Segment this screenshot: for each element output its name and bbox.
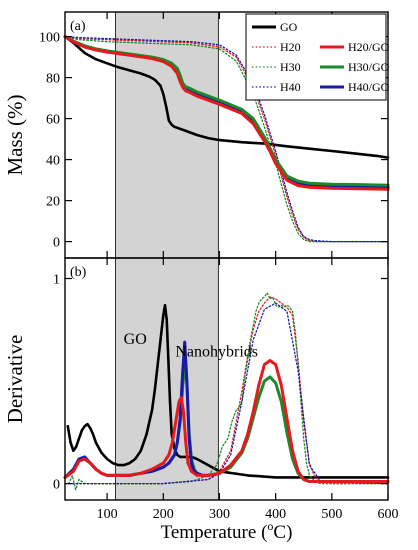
x-axis-label-suffix: C) [273, 522, 292, 543]
x-tick-label: 400 [265, 507, 286, 522]
series-h20-go-line [63, 35, 390, 191]
y-axis-label-derivative: Derivative [3, 335, 27, 424]
series-h20-go-line [63, 359, 390, 483]
legend-label: H20 [280, 40, 301, 54]
x-tick-label: 100 [97, 507, 118, 522]
series-go-line [66, 303, 390, 479]
series-h20-line [64, 35, 389, 243]
panel-label-a: (a) [70, 19, 86, 34]
panel-a-mass-plot: 0 20 40 60 80 100 (a) Mass (%) GO H20 H20/GO H30… [3, 11, 390, 259]
x-tick-label: 600 [378, 507, 399, 522]
x-axis-label-prefix: Temperature ( [161, 522, 268, 543]
y-tick-label: 100 [39, 31, 60, 46]
y-axis-ticks-derivative: 01 [53, 273, 388, 493]
y-tick-label: 40 [46, 154, 60, 169]
panel-b-derivative-plot: 01 100 200 300 400 500 600 (b) Derivative GO … [3, 257, 399, 522]
series-h40-line [64, 35, 389, 243]
legend-label: H30 [280, 60, 301, 74]
legend: GO H20 H20/GO H30 H30/GO H40 H40/GO [245, 13, 390, 101]
series-h30-line [64, 292, 389, 491]
y-tick-label: 0 [53, 478, 60, 493]
y-tick-label: 80 [46, 72, 60, 87]
x-tick-label: 200 [153, 507, 174, 522]
y-tick-label: 0 [53, 236, 60, 251]
series-h20-line [64, 296, 389, 485]
x-tick-label: 300 [209, 507, 230, 522]
series-group-derivative [63, 292, 390, 491]
x-tick-label: 500 [321, 507, 342, 522]
x-axis-label-degree: o [267, 519, 273, 533]
annotation-go: GO [124, 331, 147, 348]
x-axis-label: Temperature (oC) [161, 519, 293, 543]
series-h40-line [64, 302, 389, 485]
legend-label: H40 [280, 80, 301, 94]
y-tick-label: 20 [46, 195, 60, 210]
y-tick-label: 1 [53, 273, 60, 288]
panel-label-b: (b) [70, 265, 87, 280]
series-group-mass [63, 35, 390, 243]
legend-label: H30/GO [348, 60, 390, 74]
legend-label: H20/GO [348, 40, 390, 54]
y-tick-label: 60 [46, 113, 60, 128]
y-axis-ticks-mass: 0 20 40 60 80 100 [39, 31, 388, 251]
series-go-line [63, 35, 390, 159]
x-axis-ticks-bottom: 100 200 300 400 500 600 [97, 258, 399, 522]
shaded-region-top [115, 11, 219, 259]
x-axis-ticks-top [106, 12, 389, 258]
y-axis-label-mass: Mass (%) [3, 94, 27, 175]
legend-label: H40/GO [348, 80, 390, 94]
plot-frame-bottom [64, 257, 389, 501]
annotation-nanohybrids: Nanohybrids [175, 343, 258, 360]
legend-label: GO [280, 20, 298, 34]
